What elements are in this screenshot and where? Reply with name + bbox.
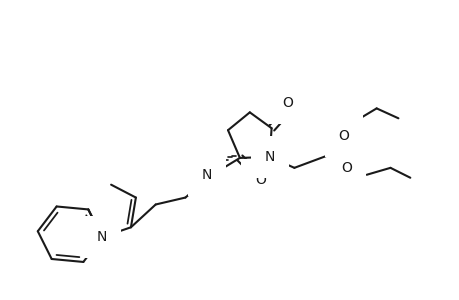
Text: N: N xyxy=(202,168,212,182)
Text: O: O xyxy=(281,96,292,110)
Text: N: N xyxy=(264,150,274,164)
Text: N: N xyxy=(97,230,107,244)
Text: O: O xyxy=(254,173,265,187)
Text: O: O xyxy=(338,129,349,143)
Text: O: O xyxy=(341,161,352,175)
